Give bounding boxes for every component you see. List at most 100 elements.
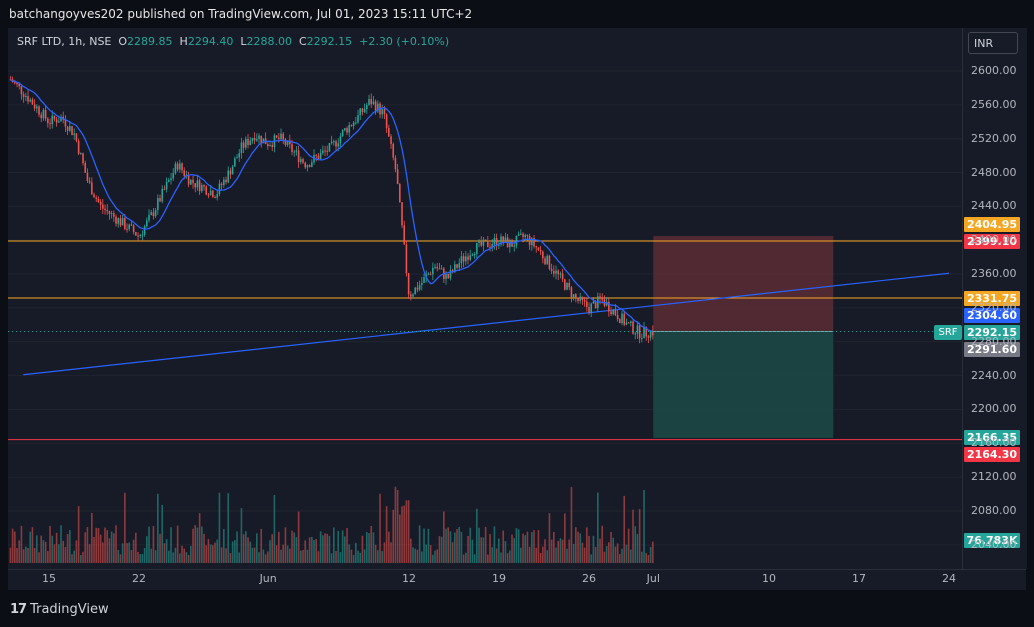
candle-body (172, 173, 175, 179)
volume-bar (557, 540, 560, 563)
volume-bar (14, 531, 16, 563)
price-label: 2404.95 (964, 217, 1020, 232)
candle-body (632, 321, 634, 334)
currency-button[interactable]: INR (968, 32, 1018, 54)
volume-bar (223, 529, 225, 563)
tradingview-brand: TradingView (30, 602, 109, 617)
candle-body (102, 204, 104, 209)
volume-bar (69, 530, 71, 563)
volume-bar (278, 531, 280, 563)
candle-body (528, 235, 531, 246)
volume-bar (443, 511, 445, 563)
candle-body (82, 153, 84, 164)
candle-body (396, 169, 399, 184)
candle-body (319, 152, 322, 159)
candle-body (449, 270, 452, 279)
volume-bar (539, 552, 542, 563)
volume-bar (363, 549, 366, 563)
volume-bar (242, 534, 245, 563)
candle-body (605, 301, 608, 306)
volume-bar (471, 539, 474, 563)
volume-bar (643, 489, 645, 563)
candle-body (357, 115, 359, 123)
candle-body (31, 99, 34, 105)
tradingview-logo[interactable]: 17 TradingView (10, 602, 109, 617)
volume-bar (601, 525, 604, 563)
y-tick-label: 2560.00 (971, 97, 1017, 111)
candle-body (91, 182, 93, 195)
volume-bar (124, 492, 126, 563)
candle-body (181, 163, 183, 171)
candle-body (80, 153, 82, 155)
candle-body (652, 330, 654, 336)
candle-body (410, 294, 412, 297)
price-label: 2304.60 (964, 308, 1020, 323)
volume-bar (165, 539, 168, 563)
volume-bar (132, 539, 135, 563)
volume-bar (500, 552, 502, 563)
volume-bar (447, 527, 450, 563)
candle-body (157, 198, 159, 211)
volume-bar (454, 532, 456, 563)
volume-bar (192, 528, 194, 563)
candle-body (469, 255, 472, 260)
candle-body (284, 139, 287, 145)
volume-bar (346, 527, 348, 563)
volume-bar (297, 511, 300, 563)
candle-body (97, 198, 100, 203)
candle-body (522, 233, 524, 237)
candle-body (236, 157, 238, 159)
candle-body (465, 256, 467, 262)
volume-bar (462, 554, 465, 563)
candle-body (304, 162, 307, 168)
candle-body (317, 155, 320, 159)
candle-body (326, 150, 329, 152)
candle-body (601, 298, 604, 300)
volume-bar (99, 534, 102, 563)
volume-bar (170, 527, 172, 563)
candle-body (146, 220, 148, 227)
candle-body (495, 238, 498, 246)
volume-bar (267, 551, 269, 563)
candle-body (579, 296, 582, 301)
candle-body (137, 235, 139, 237)
published-caption: batchangoyves202 published on TradingVie… (9, 7, 473, 21)
volume-bar (36, 535, 38, 563)
candle-body (108, 211, 111, 215)
candle-body (20, 86, 23, 95)
volume-bar (205, 545, 208, 563)
volume-bar (190, 545, 192, 563)
volume-bar (636, 534, 639, 563)
candle-body (405, 244, 408, 274)
candle-body (179, 163, 181, 170)
volume-bar (262, 549, 265, 563)
candle-body (592, 301, 595, 304)
candle-body (392, 143, 395, 158)
candle-body (49, 123, 51, 125)
candle-body (330, 141, 333, 144)
candle-body (207, 194, 210, 196)
candle-body (267, 144, 269, 147)
volume-bar (372, 532, 375, 563)
volume-bar (388, 531, 390, 563)
legend-close-label: C (298, 35, 307, 48)
candle-body (339, 136, 342, 144)
candle-body (251, 138, 254, 141)
x-tick-label: 19 (491, 572, 506, 585)
candle-body (504, 237, 507, 243)
volume-bar (168, 550, 170, 563)
volume-bar (451, 542, 454, 563)
volume-bar (553, 532, 555, 563)
volume-bar (412, 547, 414, 563)
volume-bar (498, 538, 500, 563)
volume-bar (546, 550, 549, 563)
volume-bar (137, 551, 139, 563)
time-axis[interactable] (8, 569, 1026, 590)
volume-bar (513, 538, 516, 563)
candle-body (163, 188, 166, 190)
candle-body (553, 270, 555, 274)
volume-bar (31, 527, 34, 563)
candle-body (445, 273, 447, 279)
volume-bar (275, 545, 278, 563)
candle-body (361, 108, 364, 113)
